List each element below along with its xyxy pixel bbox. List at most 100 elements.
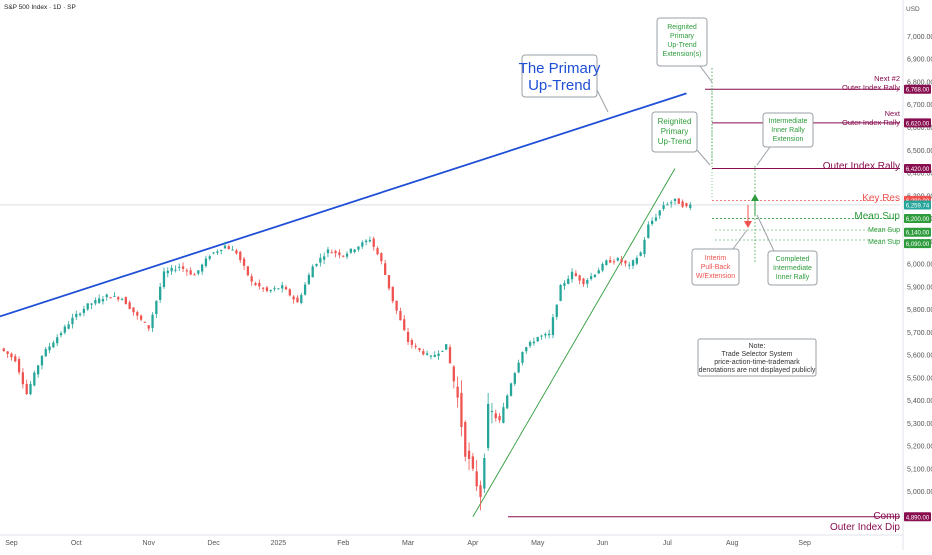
candle-body <box>563 283 566 286</box>
candle-body <box>334 251 337 254</box>
candle-body <box>471 456 475 469</box>
candle-body <box>345 253 349 257</box>
candle-body <box>307 274 311 285</box>
y-tick-label: 5,600.00 <box>907 353 932 360</box>
candle-body <box>525 347 528 352</box>
x-tick-label: Jul <box>663 540 672 547</box>
candle-body <box>605 260 608 266</box>
price-tag <box>904 118 931 128</box>
y-tick-label: 5,700.00 <box>907 330 932 337</box>
candle-body <box>250 276 253 282</box>
note-label-2: Trade Selector System <box>722 351 793 358</box>
candle-body <box>159 286 162 300</box>
x-tick-label: Oct <box>71 540 82 547</box>
candle-body <box>113 295 116 297</box>
candle-body <box>132 307 135 313</box>
candle-body <box>548 333 551 336</box>
candle-body <box>597 270 600 274</box>
y-tick-label: 5,900.00 <box>907 284 932 291</box>
note-label-1: Note: <box>749 343 766 350</box>
candle-body <box>223 245 227 249</box>
candle-body <box>406 332 410 342</box>
price-tag <box>904 227 931 237</box>
primary-uptrend-pointer <box>596 89 609 113</box>
candle-body <box>532 341 536 344</box>
reignited-callout <box>651 111 698 153</box>
candle-body <box>593 274 597 278</box>
candle-body <box>342 255 345 257</box>
candle-body <box>288 289 291 296</box>
candle-body <box>254 283 257 286</box>
candle-body <box>10 353 13 358</box>
price-tag-label: 4,890.00 <box>906 515 930 521</box>
reignited-extension-label-2: Primary <box>670 33 695 40</box>
price-tag-label: 6,090.00 <box>906 242 930 248</box>
candle-body <box>242 258 246 266</box>
candle-body <box>170 267 173 272</box>
candle-body <box>647 224 650 239</box>
chart-title: S&P 500 Index · 1D · SP <box>4 4 76 11</box>
candle-body <box>433 354 436 357</box>
reignited-extension-label-3: Up-Trend <box>667 42 696 49</box>
candle-body <box>544 333 547 336</box>
candle-body <box>464 422 467 457</box>
completed-rally-label-3: Inner Rally <box>776 274 810 281</box>
candle-body <box>361 242 364 247</box>
intermediate-extension-callout <box>762 112 814 148</box>
candle-body <box>445 344 448 350</box>
reignited-extension-pointer <box>699 65 713 83</box>
candle-body <box>521 351 524 363</box>
y-tick-label: 6,700.00 <box>907 102 932 109</box>
price-tag <box>904 200 931 210</box>
candle-body <box>567 278 570 284</box>
candle-body <box>189 270 192 275</box>
candle-body <box>216 251 219 253</box>
candle-body <box>269 290 272 292</box>
candle-body <box>178 266 181 268</box>
candle-body <box>197 270 200 274</box>
candle-body <box>570 271 574 280</box>
candle-body <box>44 349 47 357</box>
candle-body <box>109 297 112 299</box>
candle-body <box>460 392 463 427</box>
candle-body <box>418 348 421 351</box>
candle-body <box>139 315 143 320</box>
candle-body <box>162 271 166 288</box>
candle-body <box>117 297 120 300</box>
trend-lines <box>0 92 687 518</box>
candle-body <box>75 313 78 318</box>
interim-pullback-pointer <box>732 229 748 250</box>
y-tick-label: 7,000.00 <box>907 34 932 41</box>
completed-rally-label-2: Intermediate <box>773 265 812 272</box>
candle-body <box>246 266 250 276</box>
candle-body <box>376 248 379 255</box>
x-tick-label: Dec <box>207 540 220 547</box>
candle-body <box>86 303 89 310</box>
primary-uptrend-callout <box>521 54 598 98</box>
completed-rally-pointer <box>756 214 775 252</box>
candle-body <box>616 257 619 261</box>
candle-body <box>14 356 17 362</box>
candle-body <box>517 362 520 373</box>
next-label-1: Next <box>885 109 901 118</box>
candle-body <box>292 296 295 300</box>
note-label-4: denotations are not displayed publicly <box>699 367 816 374</box>
candle-body <box>105 294 108 298</box>
candle-body <box>296 297 299 303</box>
candle-body <box>204 258 208 266</box>
intermediate-extension-label-3: Extension <box>773 136 804 143</box>
x-tick-label: Nov <box>143 540 156 547</box>
y-tick-label: 6,000.00 <box>907 262 932 269</box>
candle-body <box>120 298 124 300</box>
x-tick-label: 2025 <box>271 540 287 547</box>
candle-body <box>94 299 97 304</box>
y-tick-label: 5,500.00 <box>907 375 932 382</box>
mean-sup-small-2-label: Mean Sup <box>868 239 900 246</box>
y-tick-label: 6,500.00 <box>907 148 932 155</box>
candle-body <box>21 372 25 385</box>
candle-body <box>650 220 654 225</box>
candle-body <box>574 273 577 277</box>
candle-body <box>635 257 639 264</box>
candle-body <box>311 266 314 278</box>
